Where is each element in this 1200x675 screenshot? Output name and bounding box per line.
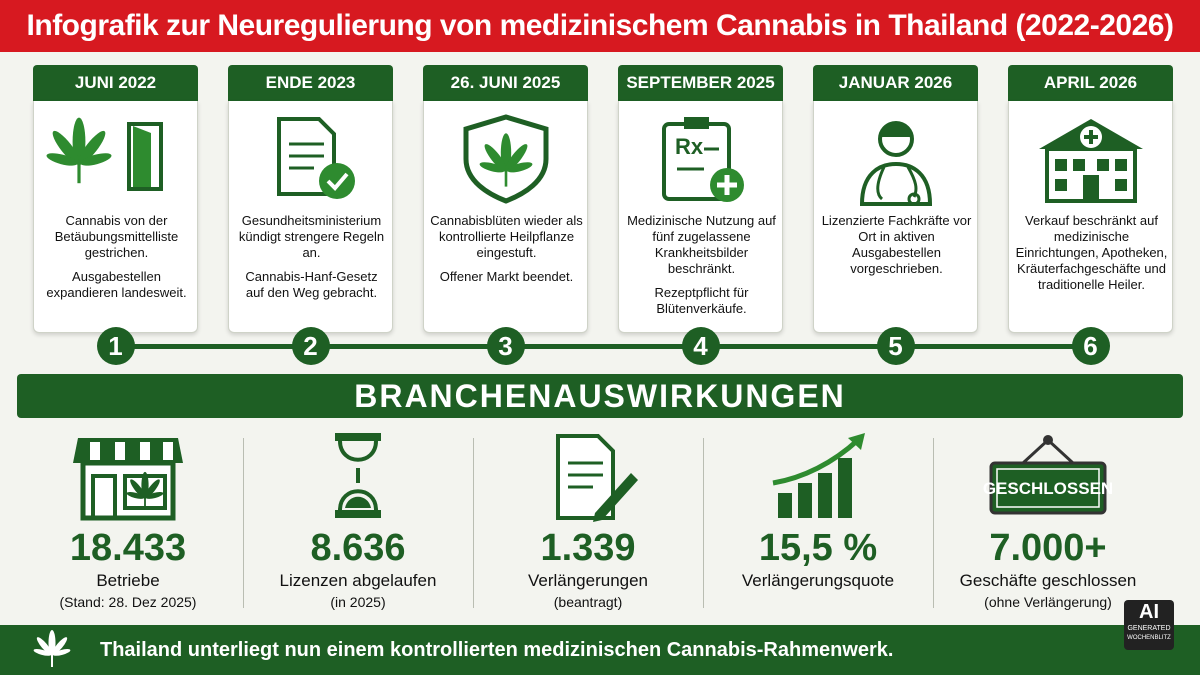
card-date: JANUAR 2026 xyxy=(813,65,978,101)
step-number: 1 xyxy=(96,327,135,365)
stat-label: Geschäfte geschlossen xyxy=(959,571,1137,590)
card-icon: Rx xyxy=(662,117,744,202)
stat-icon xyxy=(73,438,183,521)
card-date: JUNI 2022 xyxy=(33,65,198,101)
stat-icon xyxy=(556,434,638,522)
sign-text: GESCHLOSSEN xyxy=(983,479,1113,498)
stat-icon xyxy=(772,433,865,518)
section-title: BRANCHENAUSWIRKUNGEN xyxy=(17,374,1183,418)
stat-note: (beantragt) xyxy=(553,594,623,610)
step-number: 5 xyxy=(876,327,915,365)
card-paragraph: Offener Markt beendet. xyxy=(439,269,574,284)
card-date: 26. JUNI 2025 xyxy=(423,65,588,101)
card-text: Cannabis von der Betäubungsmittelliste g… xyxy=(40,213,193,309)
footer-bar xyxy=(0,625,1200,675)
leaf-icon xyxy=(33,630,71,667)
card-paragraph: Ausgabestellen expandieren landesweit. xyxy=(46,269,187,300)
card-paragraph: Rezeptpflicht für Blütenverkäufe. xyxy=(654,285,749,316)
card-paragraph: Lizenzierte Fachkräfte vor Ort in aktive… xyxy=(821,213,972,276)
stat-value: 15,5 % xyxy=(758,527,878,569)
stat-value: 7.000+ xyxy=(989,527,1107,569)
card: Lizenzierte Fachkräfte vor Ort in aktive… xyxy=(813,101,978,333)
card-icon xyxy=(277,117,355,199)
card-text: Medizinische Nutzung auf fünf zugelassen… xyxy=(625,213,778,325)
card-text: Verkauf beschränkt auf medizinische Einr… xyxy=(1015,213,1168,301)
stat-label: Verlängerungsquote xyxy=(741,571,895,590)
divider xyxy=(703,438,704,608)
divider xyxy=(473,438,474,608)
card: Gesundheitsministerium kündigt strengere… xyxy=(228,101,393,333)
ai-badge: AI GENERATED WOCHENBLITZ xyxy=(1124,600,1174,650)
card-icon xyxy=(463,114,549,204)
card-date: ENDE 2023 xyxy=(228,65,393,101)
stat-icon xyxy=(335,433,381,518)
stat-value: 18.433 xyxy=(69,527,187,569)
stat-note: (in 2025) xyxy=(330,594,386,610)
card-icon xyxy=(859,121,933,206)
card-icon xyxy=(1039,119,1143,203)
card-paragraph: Medizinische Nutzung auf fünf zugelassen… xyxy=(627,213,776,276)
stat-label: Betriebe xyxy=(96,571,160,590)
stat-icon: GESCHLOSSEN xyxy=(983,435,1113,515)
stat-label: Verlängerungen xyxy=(527,571,649,590)
card: Cannabis von der Betäubungsmittelliste g… xyxy=(33,101,198,333)
card-icon xyxy=(46,117,163,191)
step-number: 4 xyxy=(681,327,720,365)
divider xyxy=(243,438,244,608)
stat-value: 1.339 xyxy=(540,527,636,569)
step-number: 2 xyxy=(291,327,330,365)
divider xyxy=(933,438,934,608)
title-bar: Infografik zur Neuregulierung von medizi… xyxy=(0,0,1200,52)
badge-line: WOCHENBLITZ xyxy=(1127,635,1171,641)
card: Cannabisblüten wieder als kontrollierte … xyxy=(423,101,588,333)
stat-label: Lizenzen abgelaufen xyxy=(279,571,437,590)
card: Rx Medizinische Nutzung auf fünf zugelass… xyxy=(618,101,783,333)
card-paragraph: Cannabisblüten wieder als kontrollierte … xyxy=(430,213,583,260)
stat-note: (Stand: 28. Dez 2025) xyxy=(59,594,197,610)
card-paragraph: Verkauf beschränkt auf medizinische Einr… xyxy=(1015,213,1168,292)
footer-text: Thailand unterliegt nun einem kontrollie… xyxy=(100,639,894,661)
card-paragraph: Gesundheitsministerium kündigt strengere… xyxy=(238,213,385,260)
card-date: SEPTEMBER 2025 xyxy=(618,65,783,101)
card-paragraph: Cannabis von der Betäubungsmittelliste g… xyxy=(54,213,179,260)
svg-text:Rx: Rx xyxy=(675,134,704,159)
card-text: Gesundheitsministerium kündigt strengere… xyxy=(235,213,388,309)
card-text: Lizenzierte Fachkräfte vor Ort in aktive… xyxy=(820,213,973,285)
stat-note: (ohne Verlängerung) xyxy=(984,594,1112,610)
timeline-line xyxy=(115,344,1091,349)
stat-value: 8.636 xyxy=(310,527,406,569)
step-number: 3 xyxy=(486,327,525,365)
badge-line: GENERATED xyxy=(1127,625,1171,632)
card: Verkauf beschränkt auf medizinische Einr… xyxy=(1008,101,1173,333)
card-text: Cannabisblüten wieder als kontrollierte … xyxy=(430,213,583,293)
card-paragraph: Cannabis-Hanf-Gesetz auf den Weg gebrach… xyxy=(245,269,378,300)
card-date: APRIL 2026 xyxy=(1008,65,1173,101)
badge-title: AI xyxy=(1139,601,1159,623)
step-number: 6 xyxy=(1071,327,1110,365)
